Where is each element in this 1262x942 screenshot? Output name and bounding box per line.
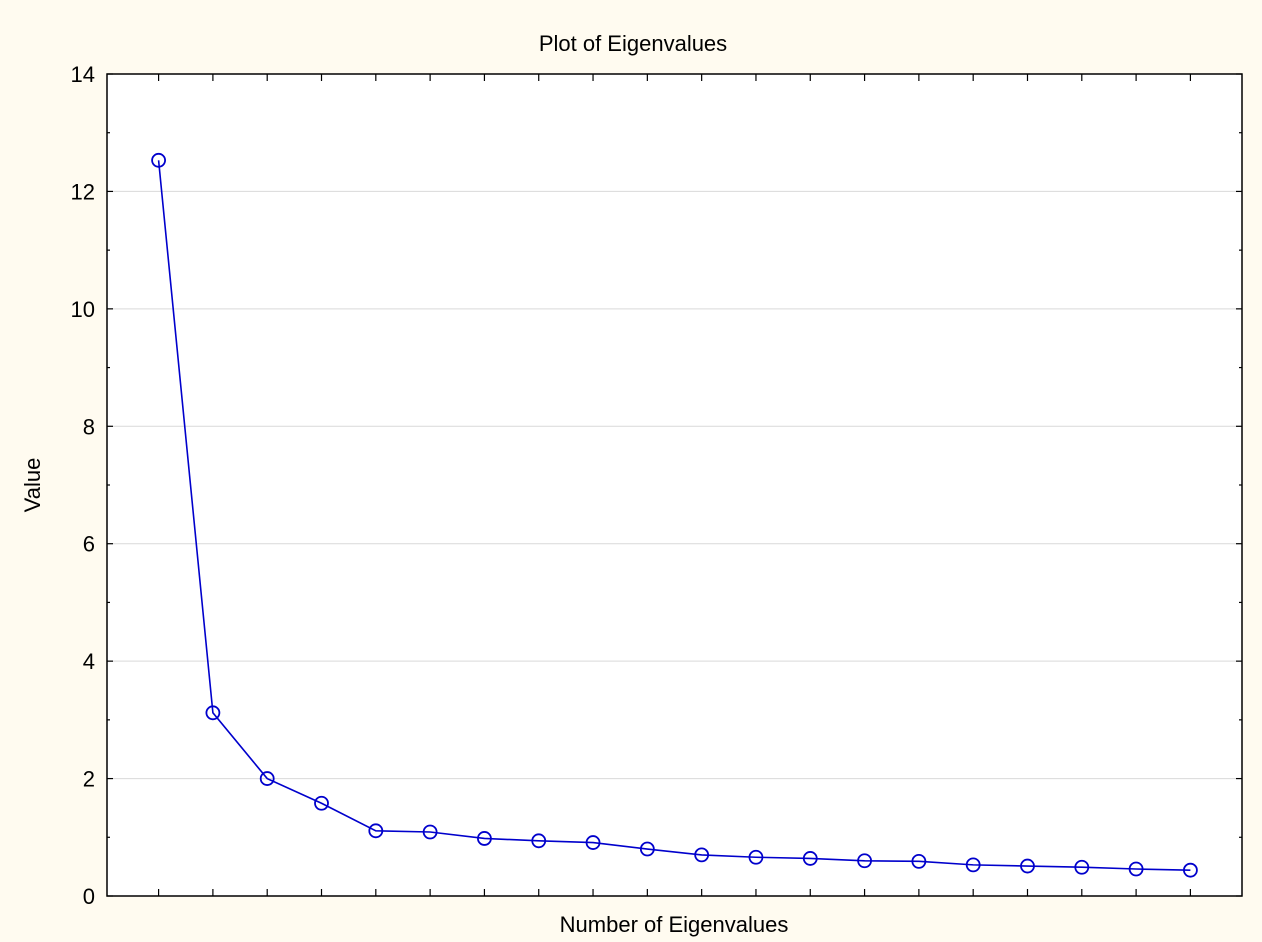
data-point-15 [911, 853, 927, 869]
data-point-2 [205, 705, 221, 721]
data-point-1 [151, 152, 166, 168]
data-point-19 [1128, 861, 1144, 877]
y-tick-label-2: 2 [83, 767, 95, 792]
data-point-10 [639, 841, 655, 857]
data-point-7 [477, 831, 492, 846]
data-point-13 [802, 851, 818, 866]
gridlines [107, 190, 1242, 780]
data-point-4 [314, 795, 329, 811]
y-tick-labels: 0 2 4 6 8 10 12 14 [71, 62, 95, 909]
data-point-8 [531, 833, 547, 849]
y-tick-label-8: 8 [83, 414, 95, 439]
x-axis-label: Number of Eigenvalues [560, 912, 789, 937]
y-tick-label-6: 6 [83, 532, 95, 557]
y-tick-label-4: 4 [83, 649, 95, 674]
data-point-3 [259, 771, 275, 786]
data-point-18 [1074, 859, 1090, 875]
series-line-0 [157, 160, 1191, 871]
y-tick-label-12: 12 [71, 179, 95, 204]
data-point-9 [585, 835, 601, 850]
data-point-5 [368, 823, 384, 839]
plot-frame [106, 73, 1243, 897]
chart-title: Plot of Eigenvalues [539, 31, 727, 56]
data-point-6 [422, 824, 438, 840]
y-axis-label: Value [20, 458, 45, 513]
y-tick-label-14: 14 [71, 62, 95, 87]
data-point-11 [694, 847, 710, 863]
plot-area [107, 74, 1242, 896]
data-point-20 [1183, 862, 1198, 878]
data-point-12 [748, 849, 764, 865]
y-tick-label-10: 10 [71, 297, 95, 322]
data-point-14 [857, 853, 872, 869]
y-tick-label-0: 0 [83, 884, 95, 909]
series-group [151, 152, 1198, 878]
data-point-16 [965, 857, 981, 873]
data-point-17 [1020, 858, 1035, 874]
